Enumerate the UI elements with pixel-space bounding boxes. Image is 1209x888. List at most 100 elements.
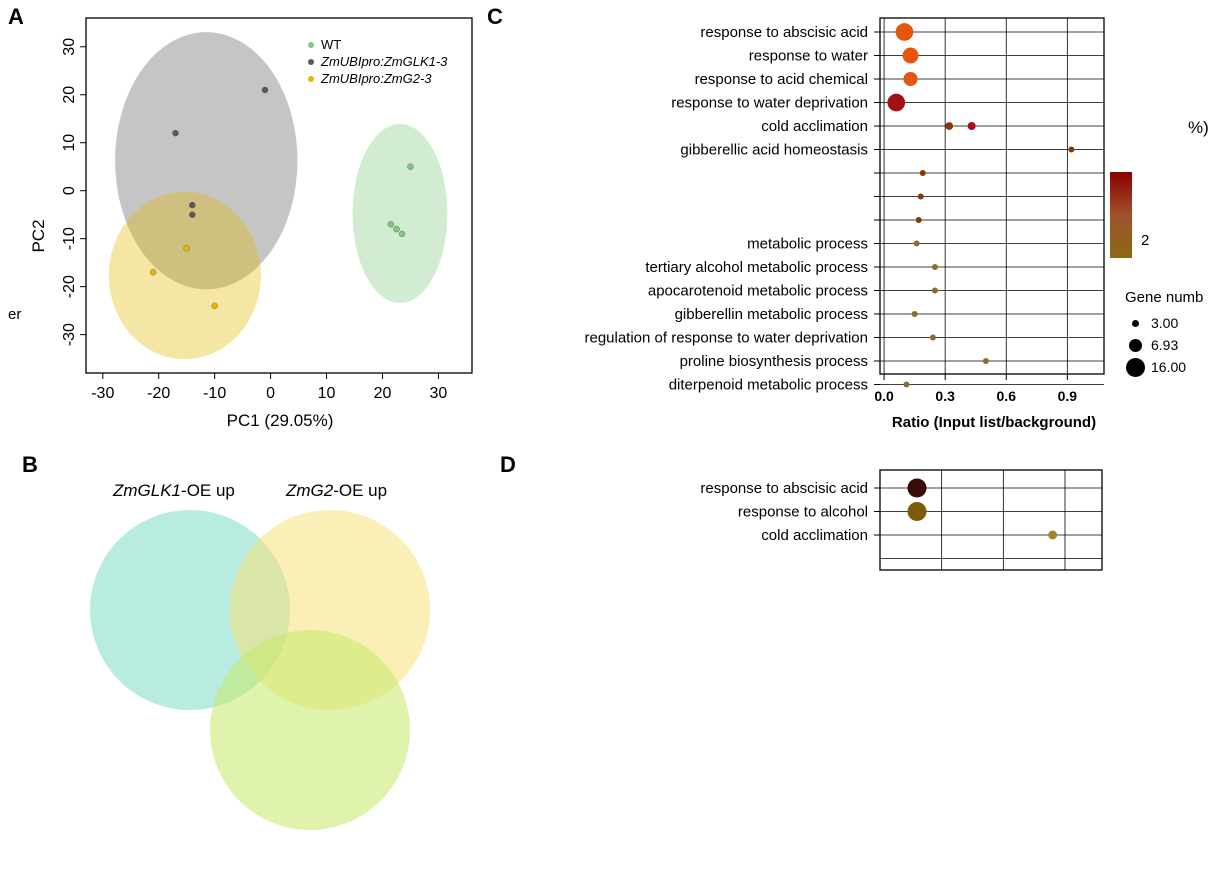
pca-ellipse-2	[108, 191, 261, 360]
pca-point-2-0	[149, 269, 157, 276]
pca-ellipse-0	[352, 123, 448, 304]
go-c-point	[929, 334, 936, 341]
pca-y-tick-label: 30	[61, 38, 78, 56]
go-c-term-label: cold acclimation	[761, 118, 868, 135]
pca-points	[149, 86, 414, 309]
pca-point-1-0	[261, 86, 269, 94]
pca-y-tick-label: 0	[61, 186, 78, 195]
pca-y-ticks: -30 -20 -10 0 10 20 30	[61, 38, 86, 346]
size-legend-dot-large	[1125, 357, 1145, 377]
pca-point-0-2	[407, 163, 414, 170]
go-c-x-tick-label: 0.0	[874, 388, 894, 404]
pca-x-axis-label: PC1 (29.05%)	[227, 411, 334, 430]
pca-y-tick-label: -10	[61, 227, 78, 250]
pca-x-tick-label: 20	[374, 385, 392, 402]
pca-x-tick-label: 30	[430, 385, 448, 402]
pca-point-0-1	[393, 225, 400, 233]
pca-y-tick-label: -20	[61, 275, 78, 298]
go-c-point	[982, 358, 989, 364]
legend-label-wt: WT	[321, 37, 342, 52]
pca-point-1-1	[172, 129, 179, 137]
legend-dot-wt	[308, 41, 314, 48]
pca-ellipses	[108, 32, 448, 360]
go-d-term-label: response to alcohol	[738, 504, 868, 521]
go-c-x-tick-label: 0.9	[1058, 388, 1078, 404]
size-legend-label-large: 16.00	[1151, 359, 1187, 375]
go-c-point	[903, 381, 910, 388]
pca-legend: WT ZmUBIpro:ZmGLK1-3 ZmUBIpro:ZmG2-3	[308, 36, 447, 87]
legend-label-glk1: ZmUBIpro:ZmGLK1-3	[321, 54, 448, 69]
size-legend-item-mid: 6.93	[1125, 334, 1203, 356]
go-c-term-label: response to water deprivation	[671, 95, 868, 112]
size-legend-item-large: 16.00	[1125, 356, 1203, 378]
go-side-label: %)	[1188, 118, 1209, 137]
go-c-term-label: tertiary alcohol metabolic process	[645, 259, 868, 276]
go-c-term-label: apocarotenoid metabolic process	[648, 283, 868, 300]
legend-item-wt: WT	[308, 36, 447, 53]
pca-x-ticks: -30 -20 -10 0 10 20 30	[91, 373, 447, 402]
go-c-term-label: proline biosynthesis process	[680, 353, 868, 370]
go-c-term-label: gibberellin metabolic process	[675, 306, 868, 323]
size-legend-item-small: 3.00	[1125, 312, 1203, 334]
go-c-point	[917, 193, 924, 200]
pca-y-axis-label: PC2	[29, 219, 48, 252]
panel-letter-a: A	[8, 4, 24, 29]
go-d-term-labels: response to abscisic acid response to alc…	[700, 480, 880, 544]
pca-point-2-2	[183, 245, 190, 252]
go-c-term-labels: response to abscisic acid response to wat…	[584, 24, 880, 394]
pca-point-1-2	[189, 201, 196, 209]
pca-point-0-3	[398, 230, 406, 238]
go-c-size-legend: Gene numb 3.00 6.93 16.00	[1125, 289, 1203, 378]
go-c-point	[903, 71, 918, 87]
pca-plot-frame	[85, 17, 473, 374]
venn-title-glk1-rest: -OE up	[181, 481, 235, 500]
go-c-point	[931, 264, 938, 270]
size-legend-title: Gene numb	[1125, 289, 1204, 306]
go-c-point	[967, 122, 976, 130]
pca-x-tick-label: -10	[203, 385, 226, 402]
pca-side-label: er	[8, 306, 22, 323]
go-c-term-label: diterpenoid metabolic process	[669, 377, 868, 394]
go-c-point	[895, 23, 914, 41]
go-c-point	[887, 93, 906, 112]
go-c-term-label: metabolic process	[747, 236, 868, 253]
go-c-term-label: regulation of response to water deprivat…	[584, 330, 868, 347]
go-c-x-tick-label: 0.3	[935, 388, 955, 404]
pca-x-tick-label: 0	[266, 385, 275, 402]
go-c-term-label: response to abscisic acid	[700, 24, 868, 41]
pca-x-tick-label: -20	[147, 385, 170, 402]
pca-point-2-1	[211, 302, 218, 309]
go-d-point	[1048, 530, 1058, 540]
pca-chart: -30 -20 -10 0 10 20 30 -30 -20 -10 0 10 20 30 PC1 (2…	[29, 17, 473, 430]
venn-diagram	[90, 510, 430, 830]
go-c-x-axis-label: Ratio (Input list/background)	[892, 414, 1096, 431]
pca-x-tick-label: -30	[91, 385, 114, 402]
go-c-point	[919, 170, 926, 176]
venn-circle-third	[210, 630, 410, 830]
go-c-point	[915, 217, 922, 223]
size-legend-label-mid: 6.93	[1151, 337, 1179, 353]
go-d-point	[907, 478, 927, 498]
go-c-point	[913, 240, 920, 247]
size-legend-dot-mid	[1125, 338, 1145, 352]
panel-letter-c: C	[487, 4, 503, 29]
size-legend-dot-small	[1125, 319, 1145, 327]
go-c-point	[931, 287, 938, 294]
go-enrichment-chart-d: response to abscisic acid response to alc…	[700, 469, 1103, 571]
legend-dot-glk1	[308, 58, 314, 65]
venn-title-g2: ZmG2-OE up	[286, 481, 387, 501]
go-c-color-label: 2	[1141, 232, 1150, 249]
venn-title-g2-rest: -OE up	[333, 481, 388, 500]
go-d-plot-frame	[879, 469, 1103, 571]
pca-point-0-0	[387, 221, 395, 228]
pca-y-tick-label: 20	[61, 86, 78, 104]
pca-y-tick-label: 10	[61, 134, 78, 152]
go-c-color-bar	[1110, 172, 1132, 258]
pca-x-tick-label: 10	[318, 385, 336, 402]
panel-letter-b: B	[22, 452, 38, 477]
legend-item-glk1: ZmUBIpro:ZmGLK1-3	[308, 53, 447, 70]
go-c-term-label: response to water	[749, 48, 868, 65]
pca-ellipse-1	[115, 32, 298, 290]
go-d-points	[907, 478, 1058, 540]
venn-title-g2-italic: ZmG2	[286, 481, 334, 500]
